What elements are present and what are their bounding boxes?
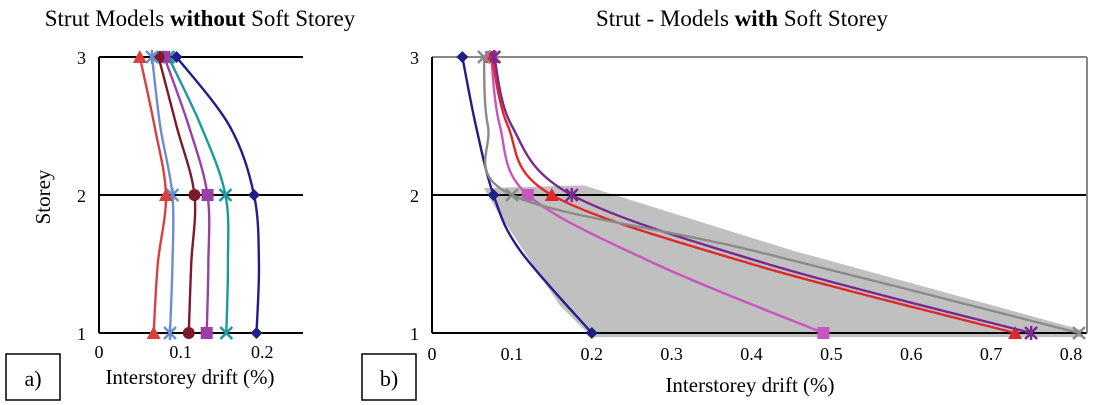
x-tick-label: 0 (428, 344, 437, 364)
series-3-marker (544, 188, 559, 201)
panel-a-label: a) (24, 366, 41, 391)
series-5-marker (504, 188, 519, 202)
series-5-marker (1072, 326, 1086, 340)
panel-a-y-ticks: 1 2 3 (77, 48, 86, 344)
series-6-marker (146, 326, 161, 339)
series-2-marker (817, 327, 830, 339)
series-line-2 (489, 56, 824, 335)
panel-a-gridlines (99, 56, 303, 334)
panel-b-title-part-1: Strut - Models (596, 6, 735, 31)
series-4-marker (1024, 326, 1038, 340)
x-tick-label: 0.3 (660, 344, 683, 364)
series-6-marker (158, 188, 173, 201)
y-tick-label: 1 (77, 324, 86, 344)
x-tick-label: 0.5 (820, 344, 843, 364)
series-5-marker (477, 50, 491, 64)
panel-b-shaded-band (483, 185, 1084, 338)
x-tick-label: 0.8 (1060, 344, 1083, 364)
panel-b-label-box (361, 353, 417, 401)
x-tick-label: 0.2 (251, 342, 274, 362)
panel-a-label-box (5, 353, 61, 401)
y-tick-label: 1 (410, 324, 419, 344)
panel-b-title-part-3: Soft Storey (778, 6, 888, 31)
series-5-marker (145, 50, 159, 64)
x-tick-label: 0.4 (740, 344, 763, 364)
y-tick-label: 3 (77, 48, 86, 68)
x-tick-label: 0.1 (169, 342, 192, 362)
series-1-marker (456, 51, 469, 63)
series-5-marker (163, 326, 177, 340)
panel-b-label: b) (380, 366, 398, 391)
series-1-marker (170, 51, 183, 63)
x-tick-label: 0.7 (980, 344, 1003, 364)
panel-b-title-part-2: with (735, 6, 779, 31)
panel-b-series (456, 50, 1086, 340)
panel-a-title-part-1: Strut Models (45, 6, 170, 31)
series-3-marker (201, 189, 214, 201)
panel-a-title-part-3: Soft Storey (245, 6, 355, 31)
y-tick-label: 2 (77, 186, 86, 206)
series-4-marker (182, 327, 195, 339)
series-6-marker (132, 50, 147, 63)
y-tick-label: 2 (410, 186, 419, 206)
panel-a-series (132, 50, 263, 340)
panel-a-x-ticks: 0 0.1 0.2 (95, 342, 274, 362)
series-line-4 (493, 56, 1032, 335)
series-3-marker (1008, 326, 1023, 339)
panel-b-gridlines (432, 56, 1087, 334)
panel-a: Strut Models without Soft Storey 1 2 3 0 0.… (5, 6, 356, 401)
series-3-marker (200, 327, 213, 339)
series-4-marker (188, 189, 201, 201)
x-tick-label: 0.1 (501, 344, 524, 364)
panel-b-x-label: Interstorey drift (%) (665, 373, 834, 397)
panel-b: Strut - Models with Soft Storey 1 2 3 0 0.1… (361, 6, 1088, 401)
x-tick-label: 0.6 (900, 344, 923, 364)
series-line-5 (482, 56, 1080, 335)
panel-b-x-ticks: 0 0.1 0.2 0.3 0.4 0.5 0.6 0.7 0.8 (428, 344, 1083, 364)
series-4-marker (487, 50, 502, 64)
panel-b-title: Strut - Models with Soft Storey (596, 6, 888, 31)
x-tick-label: 0 (95, 342, 104, 362)
series-2-marker (521, 189, 534, 201)
series-1-marker (487, 189, 500, 201)
panel-a-title: Strut Models without Soft Storey (45, 6, 356, 31)
x-tick-label: 0.2 (581, 344, 604, 364)
panel-b-y-ticks: 1 2 3 (410, 48, 419, 344)
series-1-marker (250, 327, 263, 339)
series-1-marker (585, 327, 598, 339)
series-1-marker (248, 189, 261, 201)
series-2-marker (219, 326, 234, 340)
y-tick-label: 3 (410, 48, 419, 68)
series-2-marker (218, 188, 233, 202)
series-4-marker (564, 188, 579, 202)
panel-a-x-label: Interstorey drift (%) (105, 365, 274, 389)
panel-a-title-part-2: without (170, 6, 246, 31)
panel-a-y-label: Storey (31, 169, 55, 224)
series-4-marker (152, 51, 165, 63)
